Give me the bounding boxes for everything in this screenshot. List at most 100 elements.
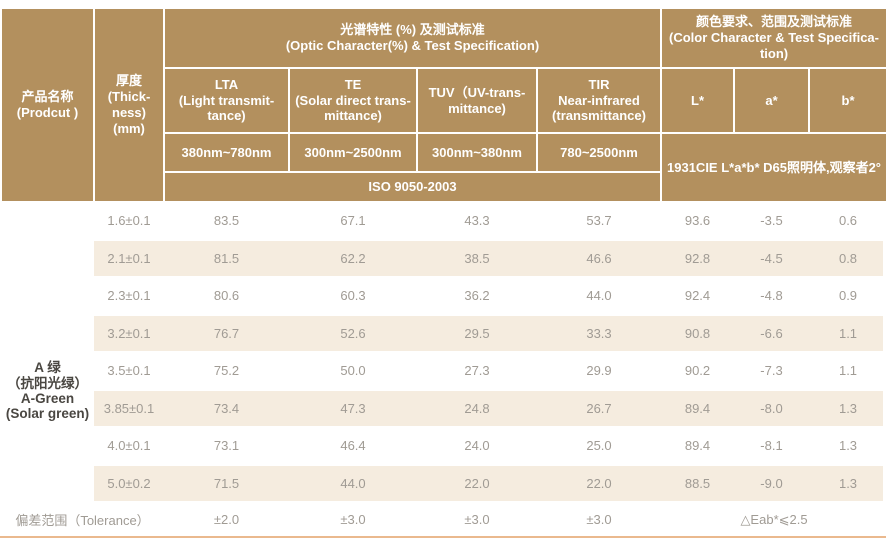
cell-a: -6.6 [734,313,809,353]
cell-b: 0.9 [838,288,858,304]
cell-l: 90.8 [661,313,734,353]
cell-tuv: 38.5 [417,238,537,278]
color-test-standard: 1931CIE L*a*b* D65照明体,观察者2° [659,132,886,203]
cell-te: 46.4 [340,438,366,454]
cell-b: 0.6 [838,213,858,229]
cell-thickness: 2.1±0.1 [94,238,164,278]
col-header-thickness: 厚度 (Thick- ness) (mm) [93,7,165,203]
cell-b: 1.3 [838,438,858,454]
col-header-tir: TIR Near-infrared (transmittance) [536,67,662,134]
tolerance-tuv: ±3.0 [464,512,490,527]
cell-l: 88.5 [661,463,734,503]
table-row: 4.0±0.1 73.1 46.4 24.0 25.0 89.4 -8.1 1.3 [1,427,886,465]
col-group-color-character: 颜色要求、范围及测试标准 (Color Character & Test Spe… [659,7,886,69]
table-row: 5.0±0.2 71.5 44.0 22.0 22.0 88.5 -9.0 1.3 [1,463,886,503]
cell-tir: 33.3 [537,313,661,353]
cell-te: 60.3 [340,288,366,304]
cell-tir: 29.9 [586,363,612,379]
cell-lta: 71.5 [164,463,289,503]
cell-a: -7.3 [760,363,783,379]
table-header: 产品名称 (Prodcut ) 厚度 (Thick- ness) (mm) 光谱… [0,7,886,203]
cell-b: 1.3 [809,388,886,428]
bottom-divider [0,536,886,538]
cell-b: 0.8 [809,238,886,278]
range-tuv: 300nm~380nm [416,132,538,173]
cell-l: 92.8 [661,238,734,278]
product-name: A 绿 （抗阳光绿） A-Green (Solar green) [1,202,94,502]
cell-te: 67.1 [340,213,366,229]
tolerance-color: △Eab*⩽2.5 [740,511,808,527]
tolerance-label: 偏差范围（Tolerance） [15,513,150,528]
cell-tuv: 43.3 [464,213,490,229]
cell-l: 90.2 [684,363,711,379]
cell-thickness: 5.0±0.2 [94,463,164,503]
cell-thickness: 2.3±0.1 [107,288,151,304]
cell-tir: 46.6 [537,238,661,278]
cell-l: 89.4 [684,438,711,454]
cell-thickness: 4.0±0.1 [107,438,151,454]
table-footer: 偏差范围（Tolerance） ±2.0 ±3.0 ±3.0 ±3.0 △Eab… [1,502,886,536]
table-row: A 绿 （抗阳光绿） A-Green (Solar green) 1.6±0.1 8… [1,202,886,502]
cell-tir: 44.0 [586,288,612,304]
cell-tir: 53.7 [586,213,612,229]
cell-te: 52.6 [289,313,417,353]
cell-tir: 26.7 [537,388,661,428]
cell-lta: 81.5 [164,238,289,278]
col-header-b-star: b* [807,67,886,134]
cell-te: 50.0 [340,363,366,379]
cell-a: -4.8 [760,288,783,304]
col-header-lta: LTA (Light transmit- tance) [163,67,290,134]
cell-thickness: 3.5±0.1 [107,363,151,379]
cell-l: 92.4 [684,288,711,304]
table-row: 3.5±0.1 75.2 50.0 27.3 29.9 90.2 -7.3 1.1 [1,352,886,390]
cell-thickness: 3.2±0.1 [94,313,164,353]
col-header-te: TE (Solar direct trans- mittance) [288,67,418,134]
cell-thickness: 3.85±0.1 [94,388,164,428]
col-header-a-star: a* [733,67,810,134]
cell-thickness: 1.6±0.1 [107,213,151,229]
range-lta: 380nm~780nm [163,132,290,173]
range-te: 300nm~2500nm [288,132,418,173]
cell-a: -8.0 [734,388,809,428]
cell-l: 93.6 [684,213,711,229]
table-body: A 绿 （抗阳光绿） A-Green (Solar green) 1.6±0.1 8… [1,202,886,503]
cell-lta: 75.2 [213,363,240,379]
cell-te: 44.0 [289,463,417,503]
cell-tuv: 36.2 [464,288,490,304]
cell-a: -4.5 [734,238,809,278]
cell-lta: 73.1 [213,438,240,454]
cell-b: 1.1 [809,313,886,353]
table-row: 3.2±0.1 76.7 52.6 29.5 33.3 90.8 -6.6 1.1 [1,313,886,353]
range-tir: 780~2500nm [536,132,662,173]
tolerance-row: 偏差范围（Tolerance） ±2.0 ±3.0 ±3.0 ±3.0 △Eab… [1,502,886,536]
col-header-product-name: 产品名称 (Prodcut ) [0,7,95,203]
optic-test-standard: ISO 9050-2003 [163,171,662,203]
col-header-tuv: TUV（UV-trans- mittance) [416,67,538,134]
cell-te: 62.2 [289,238,417,278]
cell-te: 47.3 [289,388,417,428]
cell-a: -3.5 [760,213,783,229]
cell-b: 1.1 [838,363,858,379]
cell-tuv: 27.3 [464,363,490,379]
tolerance-te: ±3.0 [340,512,366,527]
cell-tir: 22.0 [537,463,661,503]
cell-l: 89.4 [661,388,734,428]
cell-tuv: 24.0 [464,438,490,454]
cell-tuv: 29.5 [417,313,537,353]
cell-a: -9.0 [734,463,809,503]
cell-lta: 80.6 [213,288,240,304]
cell-a: -8.1 [760,438,783,454]
cell-tuv: 24.8 [417,388,537,428]
cell-lta: 83.5 [213,213,240,229]
table-row: 2.1±0.1 81.5 62.2 38.5 46.6 92.8 -4.5 0.8 [1,238,886,278]
cell-lta: 73.4 [164,388,289,428]
col-group-optic-character: 光谱特性 (%) 及测试标准 (Optic Character(%) & Tes… [163,7,662,69]
tolerance-lta: ±2.0 [213,512,240,527]
tolerance-tir: ±3.0 [586,512,612,527]
table-row: 3.85±0.1 73.4 47.3 24.8 26.7 89.4 -8.0 1.3 [1,388,886,428]
optical-spec-table: 产品名称 (Prodcut ) 厚度 (Thick- ness) (mm) 光谱… [0,7,886,536]
cell-lta: 76.7 [164,313,289,353]
table-row: 2.3±0.1 80.6 60.3 36.2 44.0 92.4 -4.8 0.9 [1,277,886,315]
cell-tuv: 22.0 [417,463,537,503]
